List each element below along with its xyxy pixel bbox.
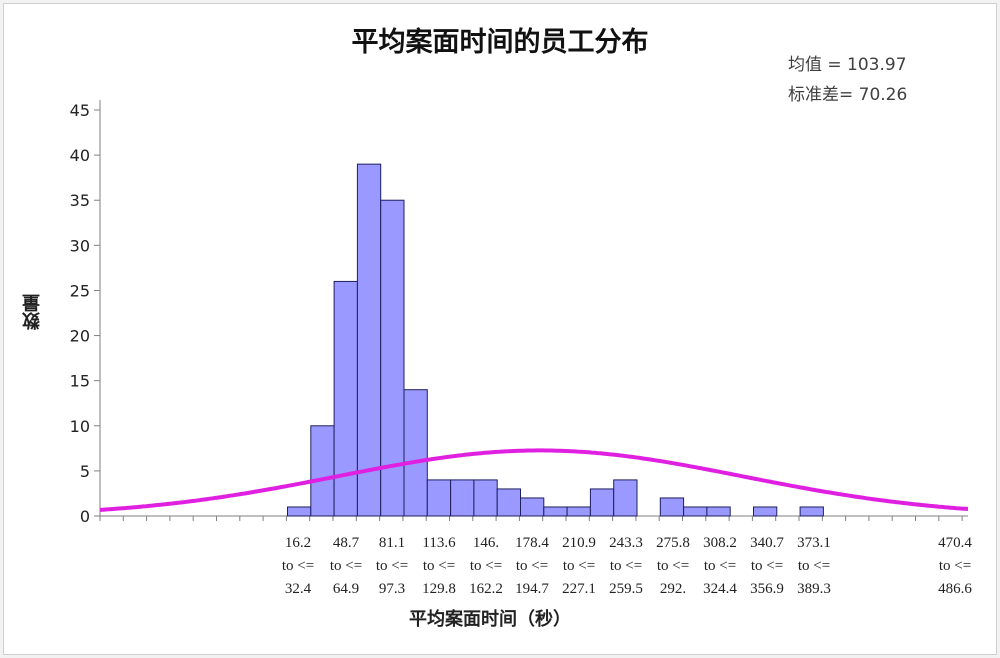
x-tick-label-to: 194.7 [515,581,549,597]
histogram-bar [799,506,824,517]
histogram-bar [566,506,591,517]
y-tick-label: 40 [70,146,90,165]
y-tick-label: 0 [80,507,90,526]
histogram-bar [520,497,545,517]
x-tick-label-mid: to <= [563,558,595,574]
x-tick-label-to: 259.5 [609,581,643,597]
x-tick-label-from: 146. [473,535,499,551]
x-tick-label-to: 389.3 [797,581,831,597]
x-tick-label-from: 16.2 [285,535,311,551]
x-tick-label-mid: to <= [704,558,736,574]
x-tick-label-from: 210.9 [562,535,596,551]
x-tick-label-to: 324.4 [703,581,737,597]
y-tick-label: 20 [70,327,90,346]
histogram-bar [426,479,452,517]
x-tick-label-from: 48.7 [333,535,360,551]
x-tick-label-from: 470.4 [938,535,972,551]
histogram-bar [380,199,405,517]
y-tick-label: 15 [70,372,90,391]
x-tick-label-from: 308.2 [703,535,737,551]
x-tick-label-mid: to <= [423,558,455,574]
x-axis-label: 平均案面时间（秒） [409,609,571,630]
x-tick-label-to: 129.8 [422,581,456,597]
histogram-bar [589,488,615,517]
x-tick-label-mid: to <= [516,558,548,574]
chart-title: 平均案面时间的员工分布 [351,27,649,58]
x-tick-label-to: 64.9 [333,581,359,597]
histogram-bar [333,280,358,517]
histogram-bar [613,479,638,517]
x-tick-label-to: 97.3 [379,581,405,597]
x-tick-label-mid: to <= [470,558,502,574]
histogram-bar [683,506,708,517]
histogram-bar [287,506,312,517]
chart-frame [3,3,997,655]
x-tick-label-to: 486.6 [938,581,972,597]
histogram-bar [450,479,475,517]
histogram-bar [473,479,498,517]
histogram-bar [706,506,731,517]
x-tick-label-from: 373.1 [797,535,831,551]
normal-curve [99,448,969,512]
x-tick-label-mid: to <= [939,558,971,574]
x-tick-label-from: 243.3 [609,535,643,551]
histogram-bar [496,488,522,517]
histogram-bar [753,506,778,517]
y-tick-label: 25 [70,281,90,300]
x-tick-label-to: 227.1 [562,581,596,597]
x-tick-label-mid: to <= [330,558,362,574]
y-tick-label: 30 [70,236,90,255]
histogram-bar [356,163,382,517]
x-tick-label-from: 81.1 [379,535,405,551]
y-tick-label: 10 [70,417,90,436]
x-tick-label-mid: to <= [751,558,783,574]
x-tick-label-mid: to <= [376,558,408,574]
x-tick-label-from: 340.7 [750,535,784,551]
x-tick-label-mid: to <= [657,558,689,574]
x-tick-label-mid: to <= [798,558,830,574]
x-tick-label-from: 178.4 [515,535,549,551]
x-tick-label-to: 32.4 [285,581,312,597]
x-tick-label-to: 162.2 [469,581,503,597]
y-tick-label: 5 [80,462,90,481]
x-tick-label-from: 275.8 [656,535,690,551]
x-tick-label-from: 113.6 [422,535,456,551]
x-tick-label-mid: to <= [610,558,642,574]
x-tick-label-to: 292. [660,581,686,597]
histogram-bar [543,506,568,517]
x-tick-label-to: 356.9 [750,581,784,597]
x-tick-label-mid: to <= [282,558,314,574]
y-tick-label: 45 [70,101,90,120]
sd-stat: 标准差= 70.26 [788,85,908,105]
histogram-bar [659,497,685,517]
mean-stat: 均值 = 103.97 [788,55,907,75]
histogram-bar [310,425,335,517]
y-tick-label: 35 [70,191,90,210]
histogram-bar [403,389,428,517]
